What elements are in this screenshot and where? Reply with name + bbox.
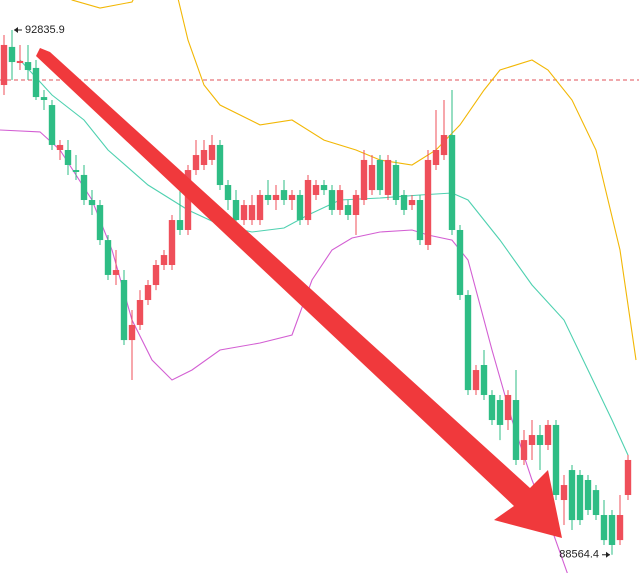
candle-body <box>456 229 464 295</box>
candle-body <box>368 164 376 191</box>
candle-body <box>160 255 168 266</box>
candle-body <box>24 62 32 71</box>
candle-body <box>96 205 104 241</box>
candle-body <box>0 44 8 86</box>
candle-body <box>352 194 360 215</box>
candle-body <box>168 220 176 266</box>
candle-body <box>424 159 432 245</box>
band-line <box>71 0 637 361</box>
candle-body <box>64 150 72 165</box>
candle-body <box>504 394 512 421</box>
candle-body <box>48 105 56 145</box>
candle-body <box>464 294 472 391</box>
candle-body <box>520 440 528 460</box>
candle-body <box>248 205 256 221</box>
candle-body <box>232 200 240 221</box>
candle-body <box>536 435 544 445</box>
candle-body <box>288 194 296 201</box>
candle-body <box>408 200 416 206</box>
candle-body <box>360 159 368 201</box>
candle-body <box>608 515 616 545</box>
candle-body <box>200 150 208 165</box>
candle-body <box>576 474 584 521</box>
candle-body <box>280 190 288 201</box>
candle-body <box>584 479 592 510</box>
candle-body <box>8 46 16 63</box>
candle-body <box>440 135 448 156</box>
candle-body <box>136 300 144 325</box>
candle-body <box>344 205 352 215</box>
candle-body <box>120 279 128 341</box>
candle-body <box>600 515 608 541</box>
annotation-arrowhead <box>14 26 18 33</box>
candle-body <box>224 185 232 201</box>
candle-body <box>264 194 272 201</box>
annotation-label: 92835.9 <box>25 24 65 36</box>
candle-body <box>304 179 312 221</box>
candle-body <box>256 194 264 221</box>
candle-body <box>480 365 488 395</box>
candle-body <box>432 150 440 165</box>
candle-body <box>112 270 120 275</box>
candle-body <box>552 424 560 495</box>
candle-body <box>32 67 40 98</box>
candle-body <box>40 97 48 101</box>
candle-body <box>592 490 600 516</box>
candle-body <box>104 240 112 275</box>
candle-body <box>176 220 184 230</box>
candle-body <box>192 155 200 171</box>
candle-body <box>336 190 344 210</box>
candle-body <box>296 194 304 221</box>
candle-body <box>376 159 384 191</box>
candle-body <box>240 205 248 221</box>
candle-body <box>560 485 568 501</box>
candle-body <box>184 170 192 230</box>
candle-body <box>616 515 624 541</box>
candle-body <box>80 174 88 201</box>
candle-body <box>312 185 320 195</box>
candle-body <box>328 190 336 210</box>
candle-body <box>72 170 80 172</box>
candle-body <box>416 200 424 241</box>
candle-body <box>144 285 152 301</box>
candle-body <box>400 194 408 210</box>
candle-body <box>16 60 24 64</box>
annotation-arrowhead <box>606 551 610 558</box>
trend-arrow <box>36 48 562 538</box>
candle-body <box>272 194 280 201</box>
candle-body <box>384 159 392 195</box>
candle-body <box>320 185 328 191</box>
candle-body <box>624 459 632 495</box>
candle-body <box>544 424 552 445</box>
band-line <box>0 129 568 573</box>
candle-body <box>216 144 224 186</box>
candle-body <box>496 400 504 425</box>
annotation-label: 88564.4 <box>559 549 599 561</box>
candle-body <box>128 324 136 341</box>
candle-body <box>488 394 496 421</box>
candle-body <box>208 144 216 160</box>
candle-body <box>152 265 160 286</box>
candle-body <box>88 200 96 206</box>
candle-body <box>448 135 456 230</box>
candle-body <box>56 144 64 151</box>
candle-body <box>392 164 400 201</box>
candle-body <box>472 370 480 391</box>
candle-body <box>528 435 536 445</box>
candle-body <box>568 470 576 521</box>
candle-body <box>512 400 520 460</box>
